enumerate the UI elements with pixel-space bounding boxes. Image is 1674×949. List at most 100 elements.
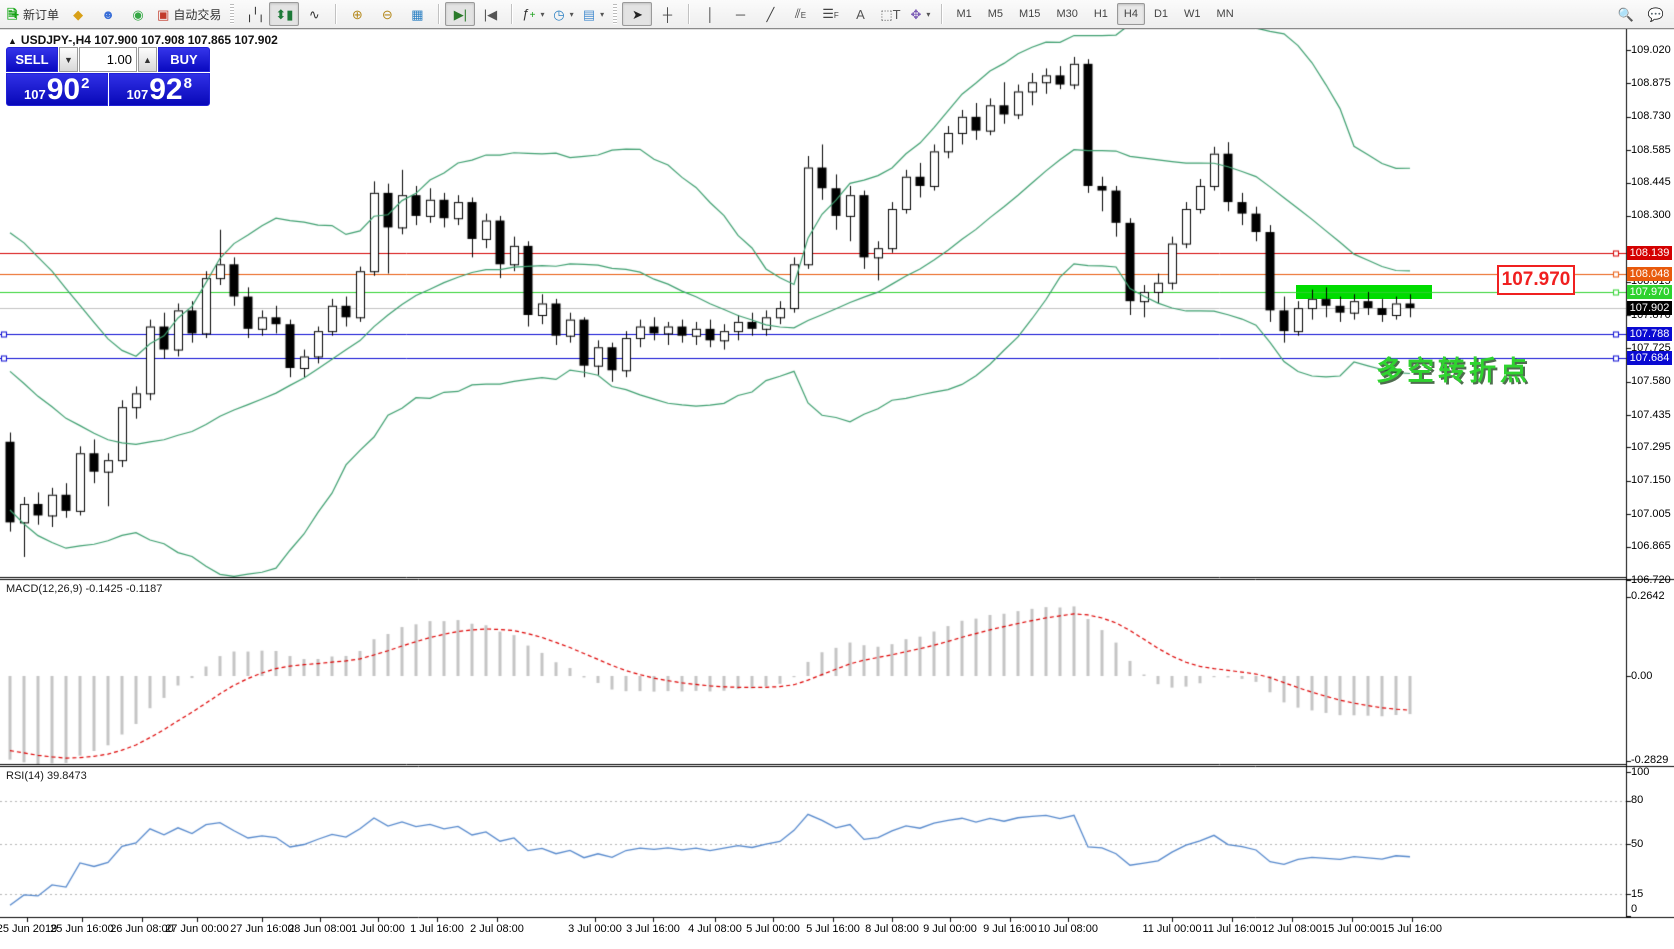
time-axis-label: 25 Jun 16:00 bbox=[50, 923, 114, 935]
time-axis-label: 3 Jul 16:00 bbox=[626, 923, 680, 935]
channel-button[interactable]: ⫽E bbox=[785, 2, 815, 26]
editor-icon: ◆ bbox=[73, 6, 84, 22]
search-button[interactable]: 🔍 bbox=[1611, 2, 1641, 26]
time-axis-label: 10 Jul 08:00 bbox=[1038, 923, 1098, 935]
time-axis-label: 9 Jul 16:00 bbox=[983, 923, 1037, 935]
timeframe-button-d1[interactable]: D1 bbox=[1153, 8, 1169, 20]
crosshair-button[interactable]: ┼ bbox=[652, 2, 682, 26]
volume-decrease-button[interactable]: ▼ bbox=[59, 47, 78, 72]
template-icon: ▤ bbox=[582, 6, 596, 22]
candlestick-button[interactable]: ⬍▮ bbox=[269, 2, 300, 26]
cursor-icon: ➤ bbox=[632, 6, 643, 22]
time-axis-label: 27 Jun 16:00 bbox=[230, 923, 294, 935]
time-axis-label: 9 Jul 00:00 bbox=[923, 923, 977, 935]
timeframe-button-w1[interactable]: W1 bbox=[1184, 8, 1201, 20]
price-callout-box[interactable]: 107.970 bbox=[1497, 265, 1575, 295]
buy-price[interactable]: 107 92 8 bbox=[108, 73, 210, 106]
fibonacci-icon: ☰F bbox=[822, 5, 839, 21]
timeframe-button-m5[interactable]: M5 bbox=[987, 8, 1004, 20]
bar-chart-button[interactable]: ╷╵╷ bbox=[239, 2, 269, 26]
turning-point-annotation[interactable]: 多空转折点 bbox=[1376, 356, 1531, 386]
template-button[interactable]: ▤ ▾ bbox=[582, 6, 605, 22]
periods-button[interactable]: ◷ ▾ bbox=[553, 6, 574, 22]
price-badge: 107.684 bbox=[1627, 350, 1672, 365]
zoom-out-button[interactable]: ⊖ bbox=[372, 2, 402, 26]
add-indicator-button[interactable]: ƒ+ ▾ bbox=[522, 5, 545, 21]
rsi-tick-label: 0 bbox=[1631, 902, 1638, 915]
volume-input[interactable] bbox=[79, 47, 137, 72]
autotrading-label: 自动交易 bbox=[173, 7, 222, 22]
collapse-arrow-icon[interactable]: ▲ bbox=[8, 36, 17, 46]
time-axis-label: 1 Jul 16:00 bbox=[410, 923, 464, 935]
price-tick-label: 107.580 bbox=[1631, 375, 1671, 388]
fibonacci-button[interactable]: ☰F bbox=[815, 2, 845, 26]
chat-button[interactable]: 💬 bbox=[1641, 2, 1671, 26]
price-tick-label: 108.300 bbox=[1631, 209, 1671, 222]
time-axis-label: 2 Jul 08:00 bbox=[470, 923, 524, 935]
one-click-trading-panel: SELL ▼ ▲ BUY 107 90 2 107 92 8 bbox=[6, 47, 210, 106]
horizontal-line-button[interactable]: ─ bbox=[725, 2, 755, 26]
line-chart-icon: ∿ bbox=[308, 6, 320, 22]
timeframe-button-mn[interactable]: MN bbox=[1216, 8, 1234, 20]
vertical-line-icon: │ bbox=[706, 6, 715, 22]
auto-scroll-button[interactable]: ▶| bbox=[445, 2, 476, 26]
timeframe-group: M1 M5 M15 M30 H1 H4 D1 W1 MN bbox=[945, 0, 1244, 28]
zoom-in-button[interactable]: ⊕ bbox=[342, 2, 372, 26]
sell-button[interactable]: SELL bbox=[6, 47, 59, 72]
rsi-tick-label: 100 bbox=[1631, 765, 1650, 778]
candlestick-icon: ⬍▮ bbox=[275, 6, 294, 22]
chart-title: ▲ USDJPY-,H4 107.900 107.908 107.865 107.… bbox=[8, 33, 278, 47]
macd-label: MACD(12,26,9) -0.1425 -0.1187 bbox=[6, 583, 163, 595]
toolbar-grip bbox=[230, 4, 235, 24]
editor-button[interactable]: ◆ bbox=[63, 2, 93, 26]
cursor-button[interactable]: ➤ bbox=[622, 2, 653, 26]
price-badge: 108.048 bbox=[1627, 266, 1672, 281]
macd-tick-label: -0.2829 bbox=[1631, 754, 1669, 767]
trendline-button[interactable]: ╱ bbox=[755, 2, 785, 26]
timeframe-button-m30[interactable]: M30 bbox=[1056, 8, 1078, 20]
sell-price[interactable]: 107 90 2 bbox=[6, 73, 108, 106]
new-order-icon: 🗎+ bbox=[7, 6, 20, 22]
arrows-button[interactable]: ✥ ▾ bbox=[910, 6, 931, 22]
text-label-button[interactable]: ⬚T bbox=[875, 2, 905, 26]
add-indicator-icon: ƒ+ bbox=[522, 5, 536, 21]
timeframe-button-m1[interactable]: M1 bbox=[956, 8, 972, 20]
line-chart-button[interactable]: ∿ bbox=[299, 2, 329, 26]
time-axis-label: 11 Jul 16:00 bbox=[1202, 923, 1262, 935]
price-tick-label: 107.295 bbox=[1631, 441, 1671, 453]
price-tick-label: 107.150 bbox=[1631, 474, 1671, 487]
time-axis-label: 11 Jul 00:00 bbox=[1142, 923, 1202, 935]
timeframe-button-m15[interactable]: M15 bbox=[1019, 8, 1041, 20]
time-axis-label: 4 Jul 08:00 bbox=[688, 923, 742, 935]
chat-icon: 💬 bbox=[1647, 6, 1665, 22]
text-button[interactable]: A bbox=[845, 2, 875, 26]
channel-icon: ⫽E bbox=[794, 5, 807, 21]
crosshair-icon: ┼ bbox=[662, 6, 673, 22]
chart-shift-button[interactable]: |◀ bbox=[475, 2, 505, 26]
text-label-icon: ⬚T bbox=[880, 6, 901, 22]
community-button[interactable]: ☻ bbox=[93, 2, 123, 26]
auto-scroll-icon: ▶| bbox=[453, 6, 468, 22]
new-order-label: 新订单 bbox=[23, 7, 60, 22]
toolbar: 🗎+ 新订单 ◆ ☻ ◉ ▣ 自动交易 ╷╵╷ ⬍▮ ∿ ⊕ ⊖ ▦ ▶| |◀ bbox=[0, 0, 1674, 29]
vertical-line-button[interactable]: │ bbox=[695, 2, 725, 26]
new-order-button[interactable]: 🗎+ 新订单 bbox=[3, 2, 63, 26]
time-axis-label: 5 Jul 16:00 bbox=[806, 923, 860, 935]
volume-increase-button[interactable]: ▲ bbox=[138, 47, 157, 72]
autotrading-button[interactable]: ▣ 自动交易 bbox=[153, 2, 225, 26]
timeframe-button-h4[interactable]: H4 bbox=[1116, 3, 1145, 25]
timeframe-button-h1[interactable]: H1 bbox=[1093, 8, 1108, 20]
price-tick-label: 108.875 bbox=[1631, 76, 1671, 89]
price-tick-label: 108.445 bbox=[1631, 176, 1671, 188]
price-badge: 107.788 bbox=[1627, 326, 1672, 341]
signals-button[interactable]: ◉ bbox=[123, 2, 153, 26]
price-tick-label: 109.020 bbox=[1631, 43, 1671, 56]
time-axis-label: 3 Jul 00:00 bbox=[568, 923, 622, 935]
text-icon: A bbox=[856, 6, 865, 22]
rsi-tick-label: 15 bbox=[1631, 887, 1644, 900]
price-tick-label: 106.865 bbox=[1631, 540, 1671, 553]
tile-windows-button[interactable]: ▦ bbox=[402, 2, 432, 26]
macd-tick-label: 0.00 bbox=[1631, 669, 1653, 682]
buy-button[interactable]: BUY bbox=[157, 47, 210, 72]
